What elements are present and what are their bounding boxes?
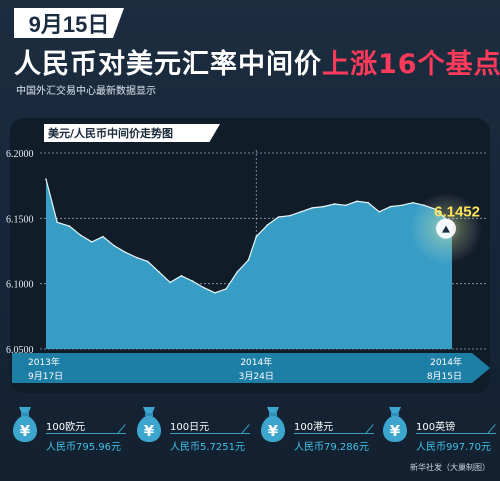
yuan-symbol: ¥ <box>390 422 401 440</box>
data-point <box>45 178 47 180</box>
rmb-amount: 人民币795.96元 <box>46 442 121 453</box>
data-point <box>91 241 93 243</box>
data-point <box>146 260 149 263</box>
data-point <box>333 203 336 205</box>
rmb-amount: 人民币997.70元 <box>416 442 491 453</box>
y-tick-label: 6.1000 <box>6 280 34 291</box>
data-point <box>180 275 183 277</box>
timeline-date-label: 3月24日 <box>239 371 274 382</box>
data-point <box>289 214 291 217</box>
conversion-card: ¥ 100港元 人民币79.286元 <box>256 398 374 468</box>
money-bag-icon: ¥ <box>382 407 408 442</box>
up-arrow-icon <box>442 225 450 233</box>
data-point <box>322 205 325 208</box>
data-point <box>344 204 347 207</box>
data-point <box>56 221 58 224</box>
current-value-label: 6.1452 <box>434 204 480 221</box>
foreign-amount: 100日元 <box>170 422 210 433</box>
date-badge: 9月15日 <box>14 8 124 38</box>
data-point <box>356 200 358 203</box>
data-point <box>277 216 280 218</box>
data-point <box>214 292 216 294</box>
data-point <box>135 256 138 259</box>
data-point <box>124 251 127 254</box>
divider-line <box>170 433 250 434</box>
timeline-year-label: 2013年 <box>28 356 60 368</box>
money-bag-icon: ¥ <box>12 407 38 442</box>
divider-line <box>416 433 496 434</box>
timeline-date-label: 8月15日 <box>427 371 462 382</box>
data-point <box>236 271 239 273</box>
headline-main: 人民币对美元汇率中间价 <box>14 49 322 80</box>
foreign-amount: 100英镑 <box>416 422 456 433</box>
timeline-arrow-bar <box>12 353 490 383</box>
timeline-year-label: 2014年 <box>430 356 462 368</box>
chart-title: 美元/人民币中间价走势图 <box>44 124 220 142</box>
data-point <box>191 280 194 282</box>
data-point <box>266 224 269 226</box>
money-bag-icon: ¥ <box>260 407 286 442</box>
data-point <box>102 235 104 238</box>
money-bag-icon: ¥ <box>136 407 162 442</box>
data-point <box>79 234 82 237</box>
conversion-cards: ¥ 100欧元 人民币795.96元 ¥ 100日元 人民币5.7251元 ¥ … <box>0 398 500 481</box>
credit-line: 新华社发（大巢制图） <box>410 463 490 472</box>
data-point <box>158 271 160 273</box>
conversion-card: ¥ 100日元 人民币5.7251元 <box>132 398 250 468</box>
rmb-amount: 人民币79.286元 <box>294 442 369 453</box>
data-point <box>389 205 392 208</box>
yuan-symbol: ¥ <box>268 422 279 440</box>
data-point <box>169 281 171 284</box>
conversion-card: ¥ 100英镑 人民币997.70元 <box>378 398 496 468</box>
data-point <box>378 211 381 213</box>
divider-line <box>46 433 126 434</box>
data-point <box>300 211 302 213</box>
data-point <box>255 235 258 238</box>
data-point <box>113 244 116 247</box>
data-point <box>247 259 250 261</box>
divider-line <box>294 433 374 434</box>
foreign-amount: 100港元 <box>294 422 334 433</box>
data-point <box>311 207 313 209</box>
rmb-amount: 人民币5.7251元 <box>170 442 245 453</box>
data-point <box>400 204 403 207</box>
data-point <box>202 286 205 289</box>
timeline-year-label: 2014年 <box>240 356 272 368</box>
data-point <box>68 225 71 227</box>
timeline-date-label: 9月17日 <box>28 371 63 382</box>
y-tick-label: 6.1500 <box>6 214 34 225</box>
data-point <box>412 201 414 204</box>
headline: 人民币对美元汇率中间价上涨16个基点 <box>14 42 500 80</box>
yuan-symbol: ¥ <box>20 422 31 440</box>
data-point <box>367 201 369 204</box>
y-tick-label: 6.2000 <box>6 149 34 160</box>
yuan-symbol: ¥ <box>144 422 155 440</box>
rate-area <box>46 179 452 349</box>
foreign-amount: 100欧元 <box>46 422 86 433</box>
conversion-card: ¥ 100欧元 人民币795.96元 <box>8 398 126 468</box>
headline-highlight: 上涨16个基点 <box>322 49 500 80</box>
y-tick-label: 6.0500 <box>6 345 34 356</box>
subtitle: 中国外汇交易中心最新数据显示 <box>16 86 156 97</box>
data-point <box>225 288 227 290</box>
